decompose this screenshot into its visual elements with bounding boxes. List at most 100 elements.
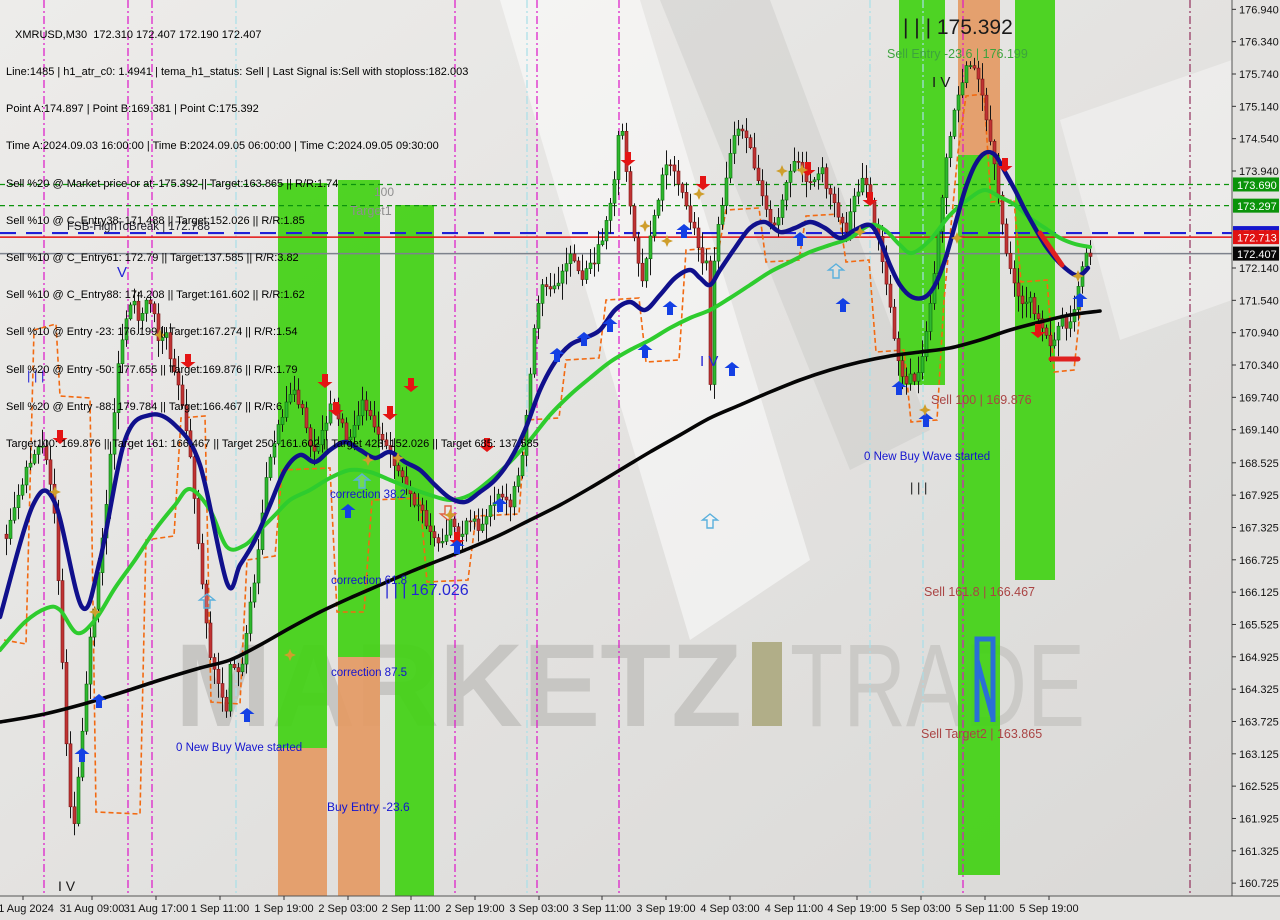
- price-badge-label: 173.690: [1237, 180, 1277, 192]
- annotation-text: I V: [932, 74, 950, 91]
- price-tick-label: 175.140: [1239, 101, 1279, 113]
- candle-body: [364, 399, 369, 411]
- projection-shape-diagonal: [974, 659, 996, 719]
- sell-arrow-icon: [862, 192, 878, 206]
- candle-body: [32, 454, 37, 464]
- candle-body: [196, 498, 201, 544]
- candle-body: [276, 424, 281, 444]
- candle-body: [144, 299, 149, 314]
- candle-body: [672, 164, 677, 172]
- candle-body: [616, 135, 621, 180]
- candle-body: [4, 533, 9, 539]
- decor-chevron: [500, 0, 810, 640]
- candle-body: [384, 439, 389, 446]
- candle-body: [916, 372, 921, 382]
- candle-body: [268, 456, 273, 478]
- price-tick-label: 166.725: [1239, 555, 1279, 567]
- candle-body: [304, 407, 309, 429]
- annotation-text: Buy Entry -23.6: [327, 800, 410, 814]
- candle-body: [996, 163, 1001, 196]
- candle-body: [476, 518, 481, 531]
- candle-body: [308, 427, 313, 446]
- star-marker-icon: [444, 509, 456, 521]
- price-badge: [1233, 230, 1279, 245]
- candle-body: [640, 262, 645, 282]
- candle-body: [220, 683, 225, 698]
- candle-body: [124, 318, 129, 341]
- price-tick-label: 175.740: [1239, 69, 1279, 81]
- candle-body: [136, 300, 141, 321]
- price-tick-label: 169.140: [1239, 425, 1279, 437]
- annotation-text: correction 38.2: [330, 489, 406, 501]
- candle-body: [752, 147, 757, 169]
- price-tick-label: 162.525: [1239, 781, 1279, 793]
- price-badge-label: 173.297: [1237, 201, 1277, 213]
- time-tick-label: 5 Sep 11:00: [956, 903, 1015, 915]
- candle-body: [380, 433, 385, 441]
- candle-body: [544, 284, 549, 287]
- hollow-arrow-icon: [700, 513, 720, 529]
- star-marker-icon: [854, 226, 866, 238]
- candle-body: [820, 167, 825, 175]
- candle-body: [132, 300, 137, 306]
- time-tick-label: 31 Aug 09:00: [60, 903, 125, 915]
- candle-body: [700, 247, 705, 264]
- candle-body: [668, 164, 673, 167]
- candle-body: [40, 445, 45, 448]
- candle-body: [480, 523, 485, 531]
- price-axis[interactable]: 176.940 176.340 175.740 175.140 174.540 173.9…: [1232, 4, 1279, 890]
- candle-body: [980, 78, 985, 96]
- candle-body: [964, 65, 969, 83]
- buy-arrow-icon: [449, 540, 465, 554]
- sell-arrow-icon: [620, 152, 636, 166]
- time-tick-label: 4 Sep 19:00: [827, 903, 886, 915]
- candle-body: [612, 179, 617, 204]
- hollow-arrow-icon: [352, 473, 372, 489]
- candle-body: [736, 128, 741, 136]
- buy-arrow-icon: [91, 694, 107, 708]
- candle-body: [448, 518, 453, 536]
- candle-body: [816, 173, 821, 181]
- annotation-text: FSB-HighToBreak | 172.788: [67, 221, 210, 233]
- candle-body: [432, 531, 437, 538]
- candle-body: [12, 507, 17, 521]
- candle-body: [152, 303, 157, 315]
- candle-body: [976, 67, 981, 80]
- fibo-zone-band: [395, 205, 434, 896]
- candle-body: [504, 496, 509, 501]
- candle-body: [936, 231, 941, 274]
- candle-body: [328, 403, 333, 424]
- ma-black-slow-line: [0, 309, 1102, 724]
- hollow-arrow-icon: [197, 593, 217, 609]
- candle-body: [88, 636, 93, 685]
- time-axis-strip[interactable]: [0, 896, 1280, 920]
- price-badge-label: 172.407: [1237, 249, 1277, 261]
- time-tick-label: 2 Sep 19:00: [445, 903, 504, 915]
- candle-body: [588, 262, 593, 269]
- candle-body: [536, 303, 541, 329]
- candle-body: [844, 222, 849, 233]
- candle-body: [148, 299, 153, 305]
- candle-body: [172, 358, 177, 372]
- candle-body: [792, 161, 797, 172]
- candle-body: [532, 328, 537, 375]
- candle-body: [1084, 252, 1089, 267]
- candle-body: [860, 177, 865, 193]
- candle-body: [960, 82, 965, 96]
- sell-arrow-icon: [695, 176, 711, 190]
- candle-body: [904, 376, 909, 384]
- candle-body: [620, 130, 625, 136]
- price-tick-label: 176.340: [1239, 37, 1279, 49]
- candle-body: [884, 261, 889, 285]
- buy-arrow-icon: [576, 332, 592, 346]
- price-tick-label: 171.540: [1239, 295, 1279, 307]
- price-axis-strip[interactable]: [1232, 0, 1280, 920]
- candle-body: [656, 199, 661, 216]
- star-marker-icon: [796, 164, 808, 176]
- buy-arrow-icon: [792, 232, 808, 246]
- candle-body: [1036, 313, 1041, 320]
- annotation-text: correction 87.5: [331, 667, 407, 679]
